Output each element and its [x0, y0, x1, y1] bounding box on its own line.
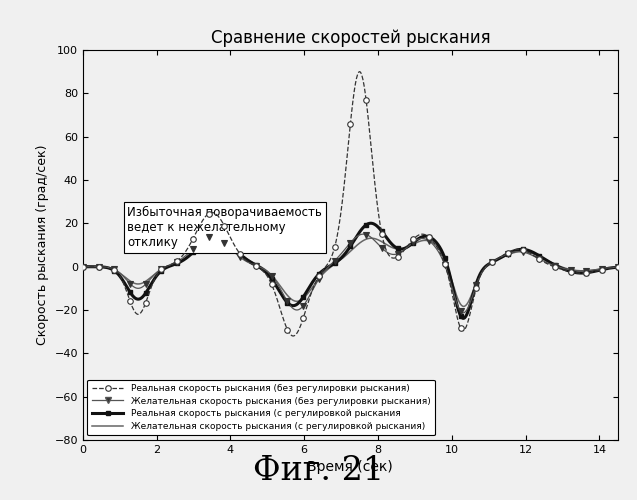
Legend: Реальная скорость рыскания (без регулировки рыскания), Желательная скорость рыск: Реальная скорость рыскания (без регулиро… [87, 380, 435, 436]
Title: Сравнение скоростей рыскания: Сравнение скоростей рыскания [211, 29, 490, 47]
Y-axis label: Скорость рыскания (град/сек): Скорость рыскания (град/сек) [36, 145, 49, 345]
X-axis label: Время (сек): Время (сек) [308, 460, 393, 474]
Text: Избыточная поворачиваемость
ведет к нежелательному
отклику: Избыточная поворачиваемость ведет к неже… [127, 206, 322, 249]
Text: Фиг. 21: Фиг. 21 [253, 456, 384, 488]
